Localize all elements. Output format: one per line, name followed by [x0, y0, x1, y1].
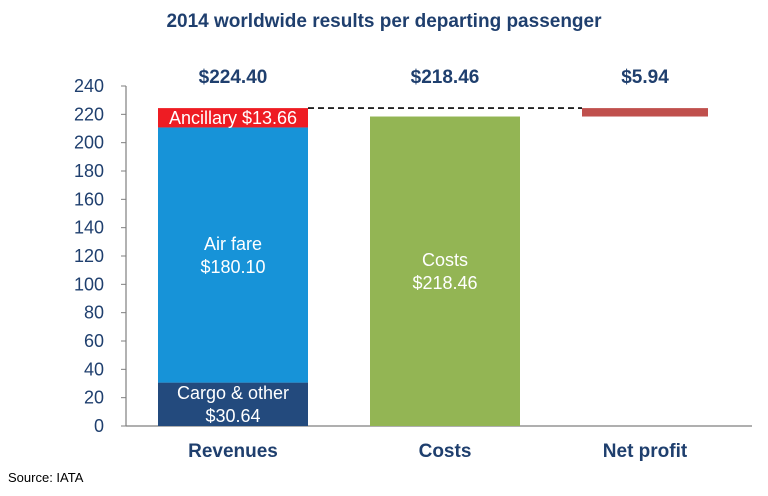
source-note: Source: IATA — [8, 470, 84, 485]
bar-chart: 2014 worldwide results per departing pas… — [74, 11, 752, 462]
segment-label: $218.46 — [412, 273, 477, 293]
y-tick-label: 240 — [74, 76, 104, 96]
segment-label: Air fare — [204, 234, 262, 254]
y-tick-label: 20 — [84, 388, 104, 408]
y-tick-label: 160 — [74, 189, 104, 209]
bar-segment — [158, 382, 308, 426]
y-tick-label: 220 — [74, 104, 104, 124]
bar-total-label: $5.94 — [621, 67, 669, 88]
segment-label: Costs — [422, 250, 468, 270]
bar-segment — [158, 108, 308, 128]
x-category-label: Costs — [419, 441, 472, 462]
x-category-label: Revenues — [188, 441, 278, 462]
y-tick-label: 60 — [84, 331, 104, 351]
bar-segment — [158, 127, 308, 383]
segment-label: $30.64 — [205, 406, 260, 426]
bar-total-label: $224.40 — [199, 67, 268, 88]
bar-segment — [582, 108, 708, 117]
bar-segment — [370, 116, 520, 426]
y-tick-label: 40 — [84, 359, 104, 379]
y-tick-label: 200 — [74, 133, 104, 153]
segment-label: Cargo & other — [177, 383, 289, 403]
y-tick-label: 100 — [74, 274, 104, 294]
y-tick-label: 80 — [84, 303, 104, 323]
x-category-label: Net profit — [603, 441, 688, 462]
y-tick-label: 180 — [74, 161, 104, 181]
segment-label: $180.10 — [200, 257, 265, 277]
chart-title: 2014 worldwide results per departing pas… — [166, 11, 602, 32]
bar-total-label: $218.46 — [411, 67, 480, 88]
y-tick-label: 120 — [74, 246, 104, 266]
y-tick-label: 0 — [94, 416, 104, 436]
y-tick-label: 140 — [74, 218, 104, 238]
segment-label: Ancillary $13.66 — [169, 108, 297, 128]
